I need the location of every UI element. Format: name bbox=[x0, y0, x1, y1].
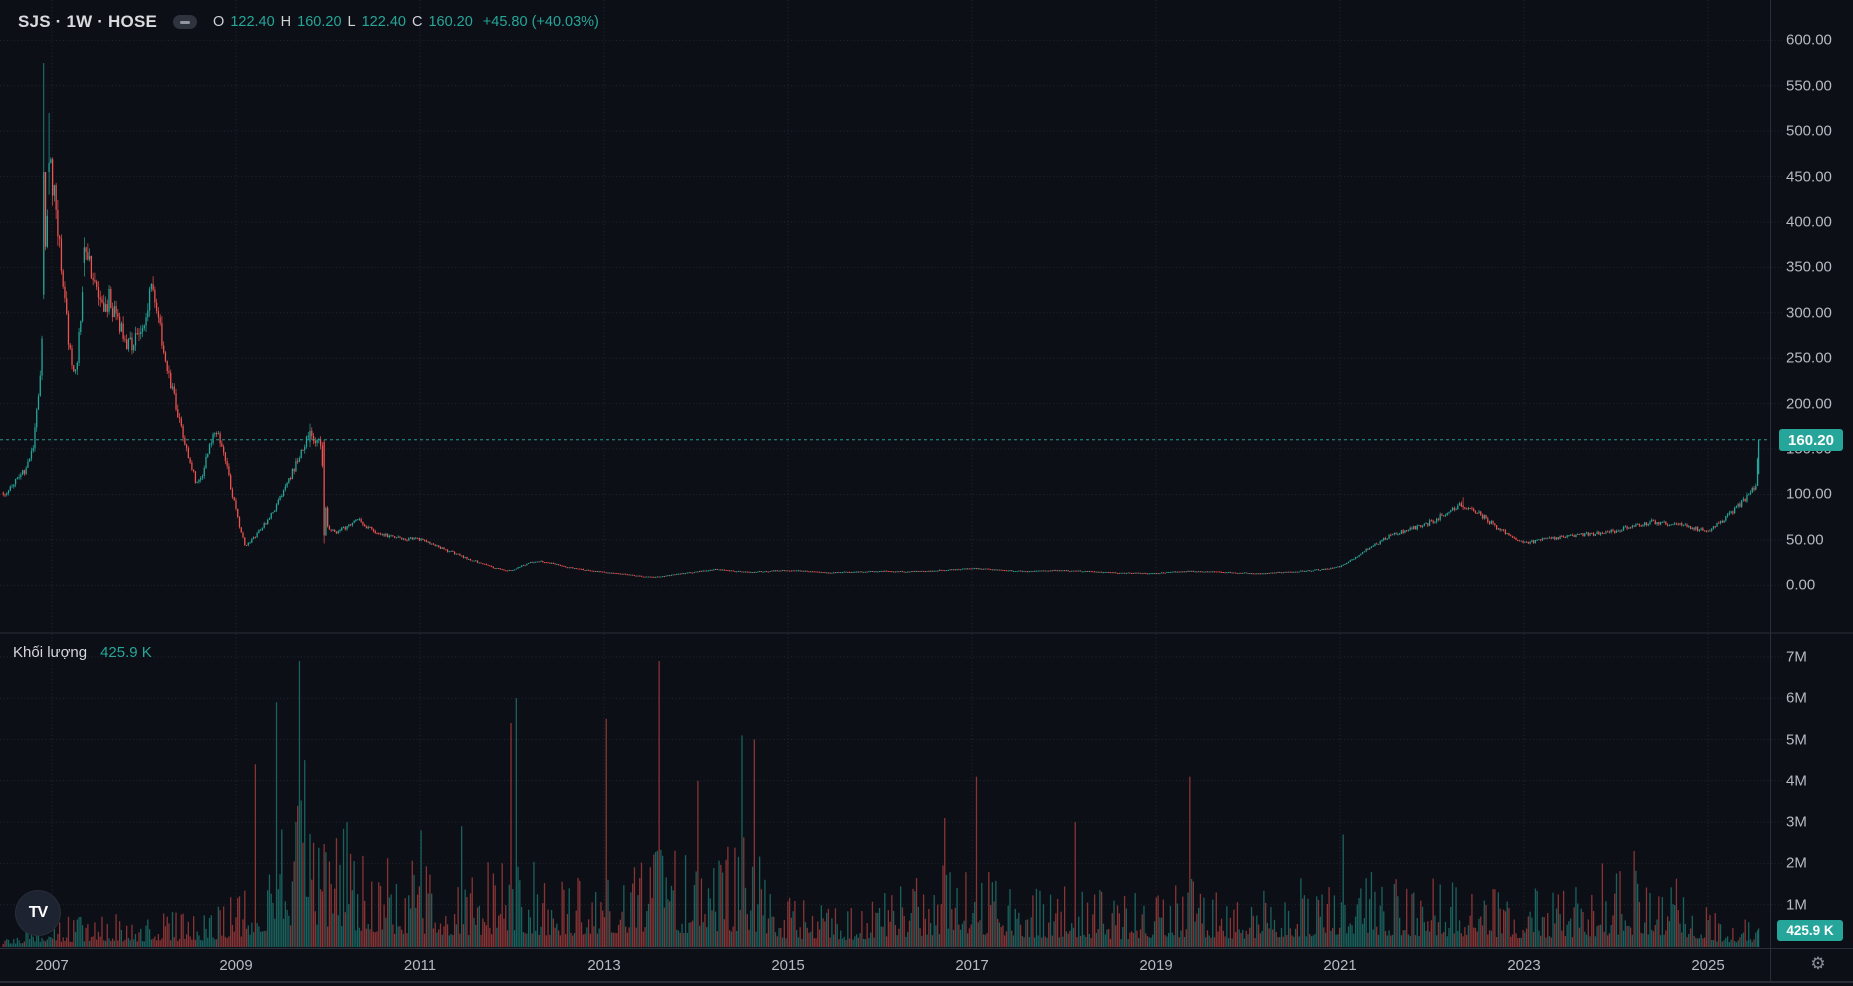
price-axis-label: 500.00 bbox=[1786, 122, 1832, 140]
candlestick-series[interactable] bbox=[2, 63, 1760, 578]
volume-axis-label: 2M bbox=[1786, 854, 1807, 872]
legend-minimize-button[interactable] bbox=[173, 15, 198, 29]
open-value: 122.40 bbox=[230, 14, 275, 30]
volume-axis-label: 5M bbox=[1786, 731, 1807, 748]
volume-series[interactable] bbox=[2, 661, 1760, 947]
current-price-badge: 160.20 bbox=[1779, 429, 1843, 451]
time-axis-label: 2011 bbox=[403, 957, 437, 974]
volume-axis-label: 4M bbox=[1786, 772, 1807, 790]
low-label: L bbox=[347, 14, 356, 30]
tradingview-logo[interactable]: TV bbox=[16, 891, 60, 935]
time-axis-label: 2025 bbox=[1691, 957, 1725, 974]
price-axis-label: 600.00 bbox=[1786, 31, 1832, 49]
price-axis-label: 400.00 bbox=[1786, 213, 1832, 231]
price-axis-label: 0.00 bbox=[1786, 576, 1816, 594]
symbol-title[interactable]: SJS · 1W · HOSE bbox=[18, 12, 158, 31]
time-axis[interactable] bbox=[0, 948, 1853, 984]
price-axis-label: 450.00 bbox=[1786, 168, 1832, 186]
volume-legend: Khối lượng 425.9 K bbox=[13, 644, 152, 661]
price-axis-label: 350.00 bbox=[1786, 258, 1832, 276]
tradingview-logo-text: TV bbox=[28, 904, 48, 921]
price-axis-label: 200.00 bbox=[1786, 395, 1832, 413]
low-value: 122.40 bbox=[361, 14, 406, 30]
symbol-legend: SJS · 1W · HOSE O 122.40 H 160.20 L 122.40 … bbox=[18, 9, 599, 35]
price-axis[interactable] bbox=[1771, 0, 1853, 948]
ohlc-readout: O 122.40 H 160.20 L 122.40 C 160.20 +45.80 (… bbox=[213, 14, 599, 30]
time-axis-label: 2007 bbox=[35, 957, 69, 974]
price-axis-label: 100.00 bbox=[1786, 485, 1832, 503]
volume-axis-label: 1M bbox=[1786, 896, 1807, 914]
time-axis-label: 2019 bbox=[1139, 957, 1173, 974]
volume-axis-label: 6M bbox=[1786, 689, 1807, 707]
time-axis-label: 2015 bbox=[771, 957, 805, 974]
price-axis-label: 50.00 bbox=[1786, 531, 1824, 549]
grid-layer bbox=[0, 0, 1782, 948]
volume-axis-label: 3M bbox=[1786, 813, 1807, 831]
close-label: C bbox=[411, 14, 423, 30]
high-value: 160.20 bbox=[297, 14, 342, 30]
time-axis-label: 2023 bbox=[1507, 957, 1541, 974]
settings-gear-icon[interactable]: ⚙ bbox=[1810, 954, 1826, 973]
time-axis-label: 2017 bbox=[955, 957, 989, 974]
price-axis-label: 300.00 bbox=[1786, 304, 1832, 322]
price-axis-label: 250.00 bbox=[1786, 349, 1832, 367]
open-label: O bbox=[213, 14, 225, 30]
close-value: 160.20 bbox=[428, 14, 473, 30]
change-value: +45.80 (+40.03%) bbox=[482, 14, 599, 30]
time-axis-label: 2009 bbox=[219, 957, 253, 974]
volume-legend-value: 425.9 K bbox=[100, 644, 152, 661]
time-axis-label: 2013 bbox=[587, 957, 621, 974]
high-label: H bbox=[280, 14, 292, 30]
volume-legend-label[interactable]: Khối lượng bbox=[13, 644, 88, 661]
time-axis-label: 2021 bbox=[1323, 957, 1357, 974]
price-axis-label: 550.00 bbox=[1786, 77, 1832, 95]
minus-icon bbox=[180, 20, 191, 24]
volume-axis-label: 7M bbox=[1786, 648, 1807, 666]
current-volume-badge: 425.9 K bbox=[1777, 920, 1843, 941]
